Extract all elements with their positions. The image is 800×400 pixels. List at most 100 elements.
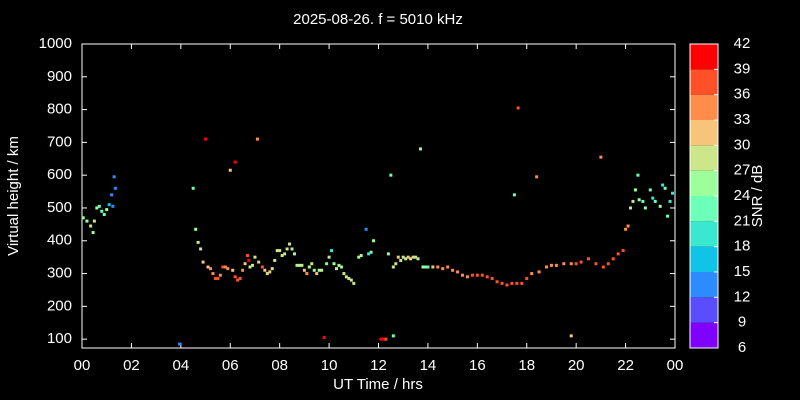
data-point [636,173,640,177]
data-point [97,204,101,208]
data-point [490,276,494,280]
data-point [367,252,371,256]
data-point [231,268,235,272]
data-point [307,265,311,269]
colorbar-tick-label: 27 [734,162,751,179]
data-point [431,265,435,269]
data-point [278,249,282,253]
colorbar-bin [690,145,718,171]
data-point [107,203,111,207]
data-point [426,265,430,269]
data-point [320,268,324,272]
data-point [206,265,210,269]
data-point [456,270,460,274]
data-point [283,252,287,256]
data-point [372,239,376,243]
data-point [297,263,301,267]
x-tick-label: 18 [518,357,535,374]
data-point [562,262,566,266]
x-tick-label: 20 [568,357,585,374]
data-point [416,257,420,261]
data-point [516,106,520,110]
data-point [653,199,657,203]
data-point [651,196,655,200]
data-point [411,255,415,259]
colorbar-bin [690,44,718,70]
data-point [510,281,514,285]
data-point [421,265,425,269]
data-point [461,273,465,277]
data-point [624,227,628,231]
data-point [91,231,95,235]
colorbar-tick-label: 21 [734,212,751,229]
data-point [357,255,361,259]
x-tick-label: 16 [469,357,486,374]
colorbar-bin [690,272,718,298]
data-point [250,263,254,267]
data-point [671,191,675,195]
data-point [236,278,240,282]
data-point [344,275,348,279]
data-point [637,198,641,202]
data-point [594,262,598,266]
x-tick-label: 02 [123,357,140,374]
data-point [201,260,205,264]
data-point [643,206,647,210]
data-point [102,213,106,217]
data-point [626,224,630,228]
data-point [520,281,524,285]
data-point [312,268,316,272]
colorbar-tick-label: 30 [734,136,751,153]
data-point [446,265,450,269]
data-point [339,265,343,269]
colorbar-tick-label: 39 [734,60,751,77]
data-point [611,257,615,261]
data-point [621,249,625,253]
data-point [191,186,195,190]
data-point [317,268,321,272]
data-point [668,199,672,203]
data-point [364,227,368,231]
data-point [342,272,346,276]
x-tick-label: 22 [617,357,634,374]
data-point [441,267,445,271]
data-point [530,272,534,276]
y-tick-label: 400 [47,232,72,249]
data-point [228,168,232,172]
data-point [384,337,388,341]
data-point [213,276,217,280]
data-point [246,254,250,258]
data-point [379,337,383,341]
data-point [332,262,336,266]
data-point [666,214,670,218]
data-point [406,255,410,259]
y-tick-label: 200 [47,297,72,314]
y-tick-label: 100 [47,330,72,347]
data-point [475,273,479,277]
data-point [218,273,222,277]
data-point [280,254,284,258]
data-point [263,268,267,272]
data-point [305,272,309,276]
colorbar-bin [690,120,718,146]
data-point [315,272,319,276]
data-point [359,254,363,258]
data-point [243,262,247,266]
data-point [347,276,351,280]
colorbar-tick-label: 42 [734,35,751,52]
data-point [352,281,356,285]
data-point [525,276,529,280]
colorbar-tick-label: 36 [734,86,751,103]
data-point [369,250,373,254]
data-point [633,188,637,192]
data-point [515,281,519,285]
data-point [391,265,395,269]
data-point [260,265,264,269]
data-point [233,275,237,279]
colorbar-bin [690,246,718,272]
data-point [554,263,558,267]
data-point [574,262,578,266]
x-tick-label: 14 [420,357,437,374]
